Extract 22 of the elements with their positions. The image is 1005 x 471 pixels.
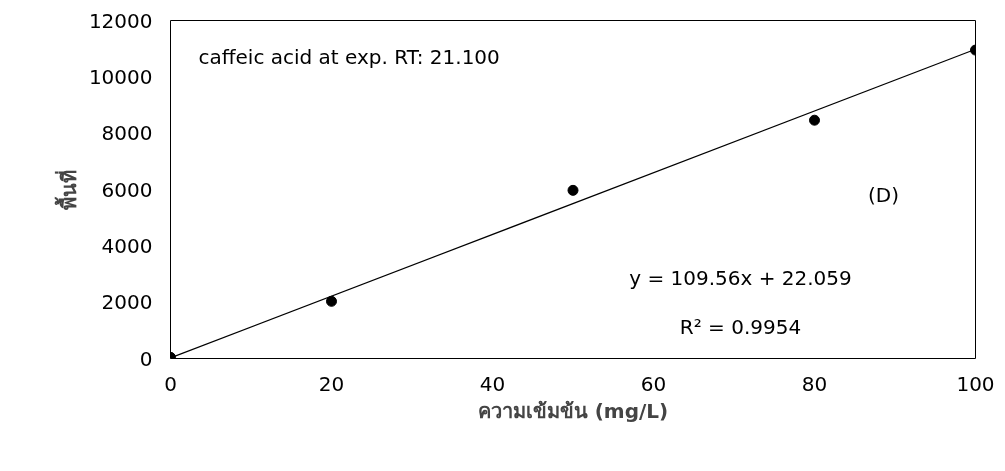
x-tick-label: 40 [479, 371, 506, 396]
y-tick-label: 4000 [101, 233, 153, 258]
y-tick-label: 10000 [88, 64, 153, 89]
point [326, 295, 337, 307]
annotation: y = 109.56x + 22.059 [629, 265, 852, 290]
x-tick-label: 0 [164, 371, 177, 396]
y-axis-title: พื้นที่ [53, 169, 81, 210]
x-tick-label: 20 [318, 371, 345, 396]
x-tick-label: 100 [956, 371, 995, 396]
y-tick-label: 12000 [88, 8, 153, 33]
point [567, 184, 579, 196]
annotation: caffeic acid at exp. RT: 21.100 [198, 44, 500, 69]
x-tick-label: 80 [801, 371, 828, 396]
y-tick-label: 6000 [101, 177, 153, 202]
y-tick-label: 8000 [101, 121, 153, 146]
y-tick-label: 0 [139, 346, 153, 371]
point [809, 114, 820, 126]
x-axis-title: ความเข้มข้น (mg/L) [477, 398, 669, 423]
x-tick-label: 60 [640, 371, 667, 396]
annotation: R² = 0.9954 [679, 314, 802, 339]
annotation: (D) [868, 182, 900, 207]
y-tick-label: 2000 [101, 290, 153, 315]
